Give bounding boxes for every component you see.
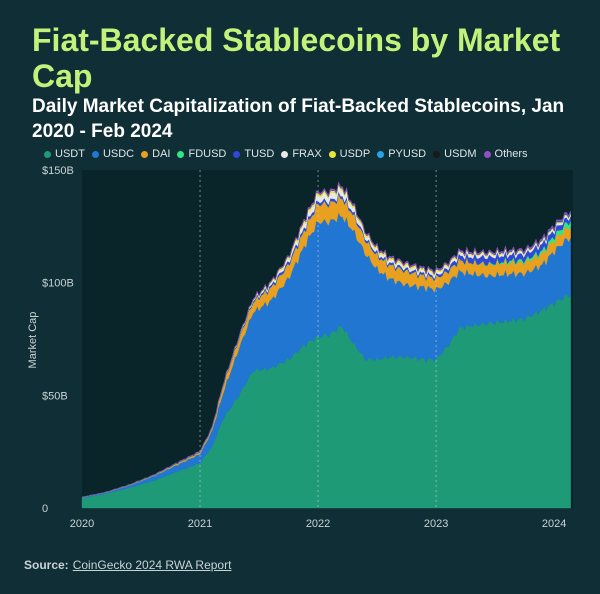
legend-label: USDP xyxy=(339,148,371,160)
x-tick-label: 2022 xyxy=(306,518,330,530)
area-series-others xyxy=(81,181,571,498)
page-title: Fiat-Backed Stablecoins by Market Cap xyxy=(32,22,561,94)
y-axis-label: Market Cap xyxy=(27,312,39,369)
legend-item-fdusd: FDUSD xyxy=(177,148,226,160)
y-tick-label: $150B xyxy=(42,165,74,177)
y-tick-label: 0 xyxy=(42,503,48,515)
legend-label: DAI xyxy=(152,148,171,160)
legend-item-others: Others xyxy=(483,148,528,160)
legend-item-dai: DAI xyxy=(141,148,170,160)
legend-label: USDC xyxy=(102,148,135,160)
legend-swatch xyxy=(141,150,149,158)
legend-item-usdm: USDM xyxy=(433,148,477,160)
legend-label: USDT xyxy=(55,148,85,160)
legend-label: FRAX xyxy=(292,148,322,160)
legend-swatch xyxy=(483,150,491,158)
legend-label: PYUSD xyxy=(388,148,427,160)
legend-label: Others xyxy=(494,148,528,160)
legend-swatch xyxy=(91,150,99,158)
source-link[interactable]: CoinGecko 2024 RWA Report xyxy=(72,558,232,572)
legend-swatch xyxy=(281,150,289,158)
x-tick-label: 2024 xyxy=(542,518,566,530)
legend-swatch xyxy=(44,150,51,158)
x-tick-label: 2021 xyxy=(188,518,212,530)
source-label: Source: xyxy=(24,558,69,572)
legend-swatch xyxy=(177,150,185,158)
y-tick-label: $50B xyxy=(42,390,68,402)
legend-swatch xyxy=(233,150,241,158)
legend-item-usdt: USDT xyxy=(44,148,85,160)
x-tick-label: 2023 xyxy=(424,518,448,530)
legend-item-usdp: USDP xyxy=(328,148,371,160)
legend-item-pyusd: PYUSD xyxy=(377,148,426,160)
legend-label: FDUSD xyxy=(188,148,227,160)
legend-item-frax: FRAX xyxy=(281,148,322,160)
x-tick-label: 2020 xyxy=(70,518,94,530)
legend-item-usdc: USDC xyxy=(91,148,135,160)
source-note: Source: CoinGecko 2024 RWA Report xyxy=(24,558,231,572)
y-tick-label: $100B xyxy=(42,278,74,290)
legend-label: TUSD xyxy=(244,148,275,160)
legend-swatch xyxy=(328,150,336,158)
legend-swatch xyxy=(377,150,385,158)
legend-label: USDM xyxy=(444,148,477,160)
chart-subtitle: Daily Market Capitalization of Fiat-Back… xyxy=(32,96,565,142)
legend-swatch xyxy=(433,150,441,158)
legend: USDT USDC DAI FDUSD TUSD FRAX USDP PYUSD USDM Oth… xyxy=(44,146,535,162)
legend-item-tusd: TUSD xyxy=(233,148,274,160)
